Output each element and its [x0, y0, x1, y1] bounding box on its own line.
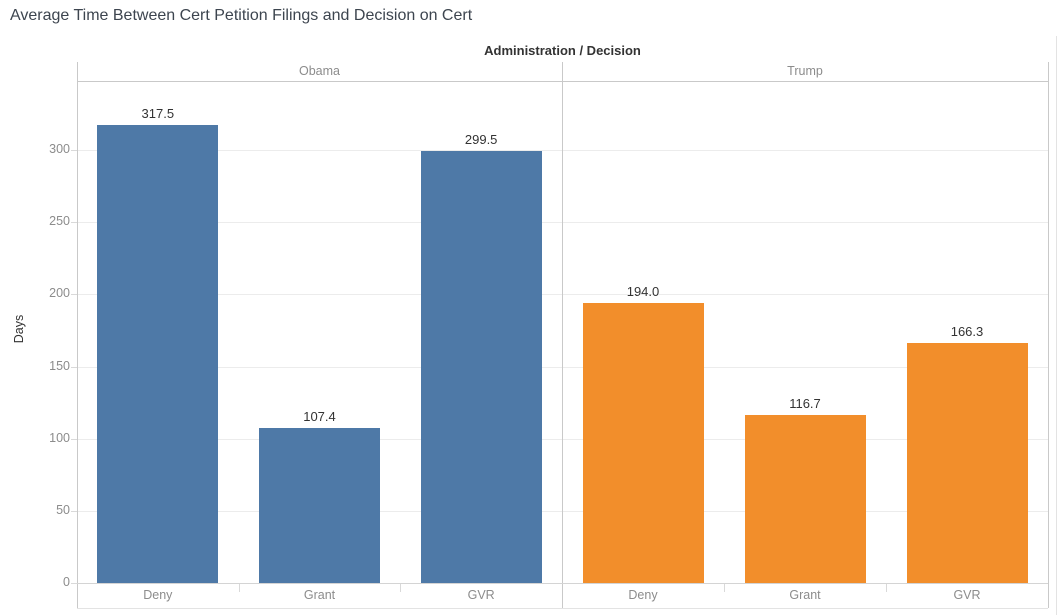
y-tick-label: 100 [49, 430, 70, 445]
x-category-label: GVR [953, 588, 981, 602]
panel-header-obama: Obama [299, 64, 340, 78]
y-tick-label: 50 [56, 502, 70, 517]
x-category-label: Deny [143, 588, 173, 602]
category-separator-tick [886, 584, 887, 592]
x-axis-baseline [77, 583, 1048, 584]
y-axis-tick [71, 294, 77, 296]
x-category-label: Grant [789, 588, 821, 602]
y-axis-tick [71, 150, 77, 151]
bar-value-label: 116.7 [789, 395, 821, 411]
category-separator-tick [238, 584, 240, 592]
y-axis-line [77, 62, 78, 608]
category-separator-tick [400, 584, 402, 592]
y-axis-tick [71, 222, 77, 224]
panel-header-trump: Trump [787, 64, 823, 78]
panel-divider [562, 62, 563, 608]
y-tick-label: 0 [63, 575, 70, 589]
y-tick-label: 150 [49, 358, 70, 373]
y-tick-label: 250 [49, 214, 70, 229]
bar-value-label: 317.5 [141, 105, 175, 121]
y-tick-label: 200 [49, 286, 70, 301]
y-tick-label: 300 [49, 142, 70, 156]
bar-trump-deny[interactable] [582, 302, 704, 583]
x-category-label: Deny [628, 588, 658, 602]
bar-trump-grant[interactable] [744, 414, 866, 583]
y-axis-tick [71, 366, 77, 368]
y-axis-tick [71, 438, 77, 440]
bar-obama-grant[interactable] [259, 427, 380, 583]
column-field-label: Administration / Decision [484, 43, 641, 58]
bar-obama-gvr[interactable] [420, 150, 542, 583]
bar-value-label: 166.3 [950, 323, 984, 339]
bar-trump-gvr[interactable] [906, 342, 1028, 583]
bar-value-label: 107.4 [303, 408, 336, 424]
x-category-label: Grant [303, 588, 336, 602]
chart-title: Average Time Between Cert Petition Filin… [10, 7, 473, 24]
bar-value-label: 194.0 [626, 283, 660, 299]
plot-right-border [1048, 62, 1049, 608]
label-band-bottom-border [77, 608, 1048, 609]
x-category-label: GVR [467, 588, 495, 602]
sheet-right-border [1056, 36, 1057, 615]
bar-value-label: 299.5 [464, 131, 498, 147]
bar-obama-deny[interactable] [97, 124, 219, 583]
category-separator-tick [724, 584, 725, 592]
y-axis-tick [71, 583, 77, 584]
y-axis-tick [71, 510, 77, 512]
